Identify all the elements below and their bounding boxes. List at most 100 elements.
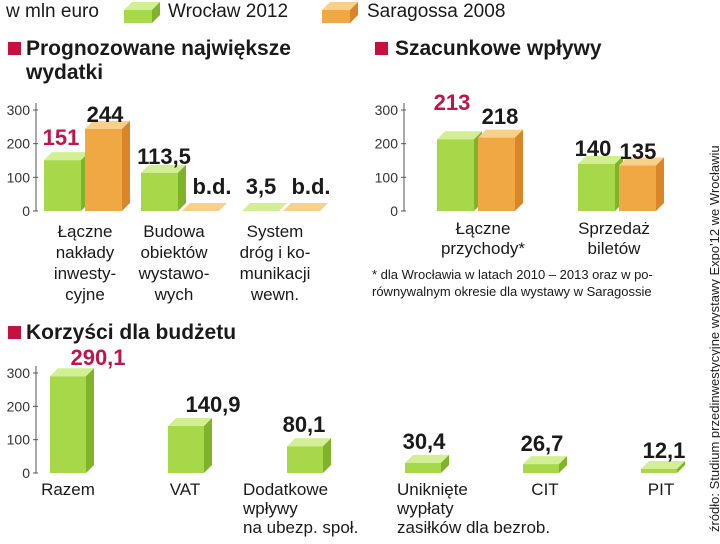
chart0-bar-s1-c0-front [85,128,122,211]
chart0-bar-s0-c1 [141,164,186,211]
chart1-bar-s1-c1-top [619,157,664,166]
chart0-value-label-s1-c1: b.d. [192,174,231,199]
chart0-category-label-c2-l0: System [247,222,304,241]
chart1-category-label-c1-l0: Sprzedaż [578,219,650,238]
chart2-bar-s0-c5-side [677,460,685,473]
chart1-category-label-c1-l1: biletów [588,239,642,258]
section-marker-1 [8,42,21,55]
chart1-tick-label-0: 300 [375,102,399,118]
chart-title-expenses-line2: wydatki [26,61,104,84]
chart2-bar-s0-c5-top [641,460,685,469]
chart2-bar-s0-c1-front [168,426,204,473]
chart0-bar-s0-c2 [242,203,287,211]
chart2-bar-s0-c2-side [323,438,331,473]
chart2-category-label-c5-l0: PIT [648,480,674,499]
section-marker-3 [8,326,21,339]
chart0-bar-s0-c1-front [141,172,178,211]
chart0-bar-s0-c0 [44,152,89,211]
legend-swatch-wroclaw [124,2,160,23]
chart2-category-label-c2-l0: Dodatkowe [243,480,328,499]
chart2-value-label-s0-c3: 30,4 [403,429,447,454]
chart0-value-label-s1-c0: 244 [87,102,124,127]
chart2-bar-s0-c3-front [405,462,441,473]
chart2-bar-s0-c0-top [50,368,94,377]
section-marker-2 [375,42,388,55]
chart2-bar-s0-c3-side [441,454,449,473]
chart0-value-label-s0-c0: 151 [43,125,80,150]
chart1-value-label-s0-c1: 140 [575,136,612,161]
chart2-category-label-c3-l1: wypłaty [396,499,454,518]
chart2-value-label-s0-c4: 26,7 [521,431,564,456]
chart1-bar-s0-c0-front [437,139,474,211]
chart2-bar-s0-c4-side [559,456,567,473]
chart0-bar-s1-c0-side [122,120,130,211]
chart0-category-label-c0-l0: Łączne [58,222,113,241]
footnote-line1: * dla Wrocławia w latach 2010 – 2013 ora… [372,267,653,282]
chart1-bar-s1-c0-front [478,137,515,211]
chart1-value-label-s1-c1: 135 [620,139,657,164]
chart0-category-label-c1-l0: Budowa [143,222,205,241]
unit-label: w mln euro [6,1,99,22]
chart0-category-label-c0-l1: nakłady [56,243,115,262]
footnote-line2: równywalnym okresie dla wystawy w Sarago… [372,284,652,299]
chart1-bar-s0-c1-top [578,155,623,164]
chart1-tick-label-3: 0 [390,203,398,219]
chart2-bar-s0-c5 [641,460,685,473]
chart0-category-label-c0-l3: cyjne [65,285,105,304]
chart0-bar-s1-c2-nodata [283,203,328,211]
chart0-tick-label-1: 200 [7,136,31,152]
chart2-category-label-c2-l1: wpływy [242,499,298,518]
chart0-category-label-c2-l2: munikacji [240,264,311,283]
chart1-bar-s0-c0 [437,131,482,211]
chart2-bar-s0-c0 [50,368,94,473]
chart1-value-label-s0-c0: 213 [434,90,471,115]
chart2-tick-label-2: 100 [7,432,31,448]
chart2-value-label-s0-c5: 12,1 [643,438,686,463]
chart2-tick-label-1: 200 [7,398,31,414]
chart0-category-label-c2-l3: wewn. [250,285,299,304]
chart1-bar-s1-c0-side [515,129,523,211]
chart2-tick-label-0: 300 [7,365,31,381]
chart2-category-label-c3-l0: Uniknięte [397,480,468,499]
chart2-category-label-c2-l2: na ubezp. społ. [243,518,358,537]
chart0-category-label-c1-l3: wych [154,285,194,304]
chart1-bar-s0-c1-front [578,163,615,211]
chart0-bar-s0-c0-top [44,152,89,161]
chart1-bar-s1-c1-front [619,165,656,211]
chart0-value-label-s0-c2: 3,5 [246,174,277,199]
chart0-category-label-c0-l2: inwesty- [54,264,116,283]
chart2-bar-s0-c3 [405,454,449,473]
chart2-bar-s0-c2-top [287,438,331,447]
chart0-bar-s1-c0-top [85,120,130,129]
chart2-bar-s0-c1 [168,418,212,473]
chart2-bar-s0-c5-front [641,468,677,473]
chart0-value-label-s1-c2: b.d. [291,174,330,199]
chart-title-budget: Korzyści dla budżetu [26,321,237,344]
chart2-category-label-c3-l2: zasiłków dla bezrob. [397,518,550,537]
chart1-bar-s1-c0-top [478,129,523,138]
chart2-category-label-c1-l0: VAT [170,480,201,499]
chart2-bar-s0-c0-side [86,368,94,473]
chart1-tick-label-1: 200 [375,136,399,152]
chart0-category-label-c2-l1: dróg i ko- [240,243,311,262]
chart2-tick-label-3: 0 [22,465,30,481]
chart0-category-label-c1-l1: obiektów [140,243,208,262]
chart1-category-label-c0-l1: przychody* [441,239,525,258]
chart0-bar-s0-c0-front [44,160,81,211]
chart0-category-label-c1-l2: wystawo- [138,264,210,283]
chart1-bar-s0-c1 [578,155,623,211]
chart2-bar-s0-c0-front [50,376,86,473]
chart1-bar-s0-c0-top [437,131,482,140]
chart-title-revenue: Szacunkowe wpływy [395,37,602,60]
chart2-bar-s0-c2-front [287,446,323,473]
chart2-bar-s0-c2 [287,438,331,473]
chart0-bar-s0-c1-top [141,164,186,173]
chart-title-expenses-line1: Prognozowane największe [26,37,291,60]
chart0-bar-s1-c1-nodata [182,203,227,211]
legend-label-wroclaw: Wrocław 2012 [168,1,289,22]
chart2-category-label-c0-l0: Razem [41,480,95,499]
chart2-bar-s0-c4-top [523,456,567,465]
chart1-category-label-c0-l0: Łączne [456,219,511,238]
